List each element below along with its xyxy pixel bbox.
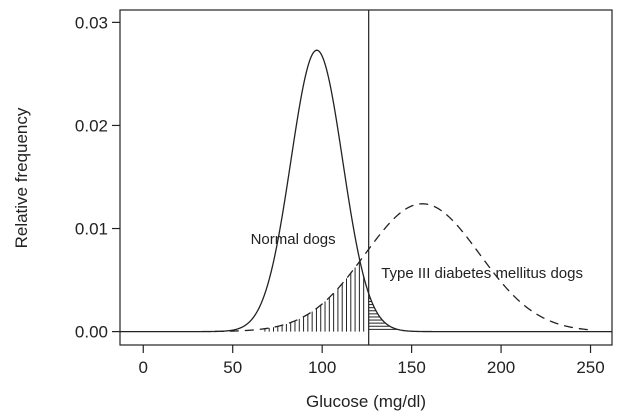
y-axis: 0.00 0.01 0.02 0.03: [75, 13, 120, 342]
y-tick-label: 0.00: [75, 323, 108, 342]
x-tick-label: 100: [308, 358, 336, 377]
x-tick-label: 250: [576, 358, 604, 377]
x-axis: 0 50 100 150 200 250: [139, 345, 605, 377]
y-axis-title: Relative frequency: [12, 107, 31, 248]
y-tick-label: 0.03: [75, 13, 108, 32]
x-tick-label: 200: [487, 358, 515, 377]
annotation-diabetes-dogs: Type III diabetes mellitus dogs: [381, 265, 583, 282]
x-tick-label: 150: [397, 358, 425, 377]
y-tick-label: 0.01: [75, 220, 108, 239]
series-line-diabetes: [214, 203, 591, 333]
x-tick-label: 0: [139, 358, 148, 377]
x-axis-title: Glucose (mg/dl): [306, 392, 426, 411]
density-curves: [120, 49, 612, 333]
overlap-hatch-layer: [264, 261, 398, 332]
x-tick-label: 50: [223, 358, 242, 377]
plot-frame: [119, 9, 613, 346]
series-line-normal: [120, 49, 612, 333]
annotation-normal-dogs: Normal dogs: [251, 231, 336, 248]
y-tick-label: 0.02: [75, 116, 108, 135]
